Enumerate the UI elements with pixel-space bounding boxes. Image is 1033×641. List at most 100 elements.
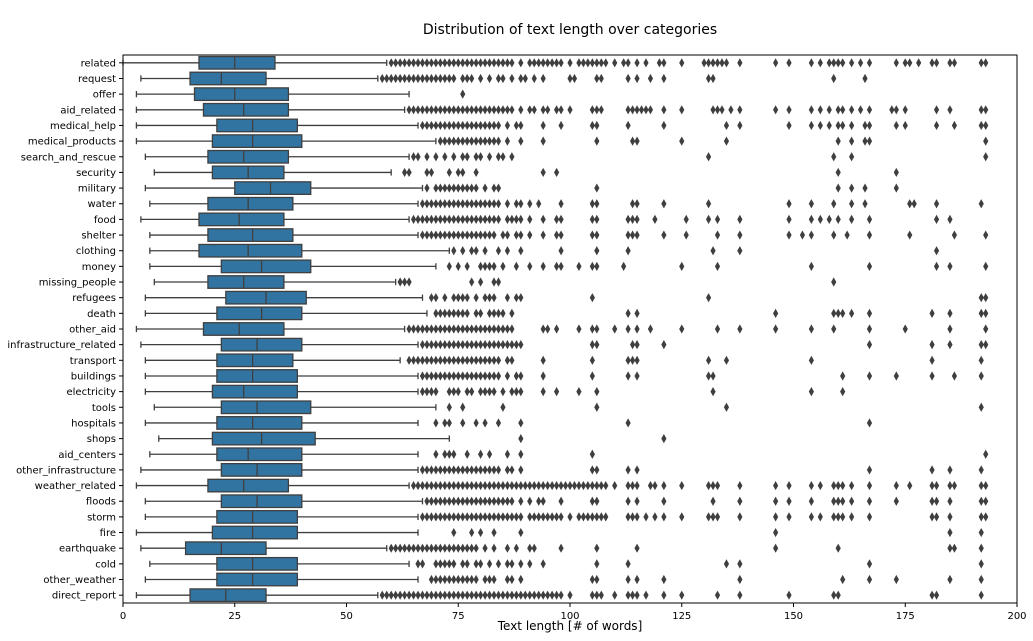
flier-point xyxy=(576,512,582,522)
flier-point xyxy=(495,465,502,475)
flier-point xyxy=(737,230,743,240)
flier-point xyxy=(469,324,475,334)
flier-point xyxy=(594,230,600,240)
flier-point xyxy=(558,214,564,224)
flier-point xyxy=(705,199,712,209)
flier-point xyxy=(831,199,837,209)
flier-point xyxy=(978,308,984,318)
category-label: missing_people xyxy=(39,278,116,289)
flier-point xyxy=(849,480,855,491)
flier-point xyxy=(460,402,466,412)
flier-point xyxy=(473,58,479,68)
iqr-box xyxy=(189,71,267,86)
flier-point xyxy=(826,105,832,115)
flier-point xyxy=(576,324,582,334)
flier-point xyxy=(491,214,497,224)
flier-point xyxy=(786,105,792,115)
flier-point xyxy=(589,324,595,334)
flier-point xyxy=(594,340,600,350)
flier-point xyxy=(603,58,609,68)
flier-point xyxy=(509,355,515,365)
flier-point xyxy=(486,324,493,334)
flier-point xyxy=(509,590,515,600)
flier-point xyxy=(500,590,506,600)
flier-point xyxy=(634,465,640,475)
flier-point xyxy=(589,293,595,303)
category-label: shops xyxy=(87,434,116,445)
flier-point xyxy=(482,465,488,475)
flier-point xyxy=(437,199,443,209)
flier-point xyxy=(478,214,484,224)
flier-point xyxy=(518,512,524,522)
flier-point xyxy=(460,136,466,146)
category-label: other_aid xyxy=(69,325,116,336)
flier-point xyxy=(929,308,935,318)
flier-point xyxy=(907,199,913,209)
flier-point xyxy=(495,480,502,491)
iqr-box xyxy=(216,353,294,368)
flier-point xyxy=(504,246,511,256)
flier-point xyxy=(433,324,439,334)
flier-point xyxy=(661,58,667,68)
flier-point xyxy=(594,136,600,146)
flier-point xyxy=(983,293,989,303)
iqr-box xyxy=(202,102,290,117)
flier-point xyxy=(469,480,475,491)
flier-point xyxy=(424,387,430,397)
flier-point xyxy=(486,73,493,84)
flier-point xyxy=(849,496,855,506)
flier-point xyxy=(473,230,479,240)
flier-point xyxy=(393,58,399,68)
flier-point xyxy=(384,590,390,600)
flier-point xyxy=(495,214,502,224)
flier-point xyxy=(701,58,707,68)
flier-point xyxy=(433,73,439,84)
flier-point xyxy=(437,230,443,240)
flier-point xyxy=(469,214,475,224)
flier-point xyxy=(495,418,502,428)
flier-point xyxy=(513,261,519,271)
flier-point xyxy=(849,308,855,318)
flier-point xyxy=(433,293,439,303)
flier-point xyxy=(464,261,470,271)
box-group-medical_help xyxy=(135,118,419,133)
flier-point xyxy=(433,387,439,397)
flier-point xyxy=(442,465,448,475)
flier-point xyxy=(773,58,779,68)
flier-point xyxy=(464,214,470,224)
flier-point xyxy=(500,308,506,318)
flier-point xyxy=(786,590,792,600)
flier-point xyxy=(737,120,743,131)
flier-point xyxy=(594,512,600,522)
flier-point xyxy=(504,496,511,506)
flier-point xyxy=(536,496,542,506)
iqr-box xyxy=(216,509,298,524)
flier-point xyxy=(866,418,873,428)
flier-point xyxy=(893,105,899,115)
flier-point xyxy=(486,152,493,162)
flier-point xyxy=(866,214,873,224)
flier-point xyxy=(478,387,484,397)
flier-point xyxy=(513,214,519,224)
flier-point xyxy=(424,105,430,115)
flier-point xyxy=(433,512,439,522)
flier-point xyxy=(625,246,631,256)
flier-point xyxy=(415,73,421,84)
flier-point xyxy=(513,371,519,381)
flier-point xyxy=(442,480,448,491)
flier-point xyxy=(478,496,484,506)
flier-point xyxy=(460,199,466,209)
flier-point xyxy=(594,559,600,569)
flier-point xyxy=(786,58,792,68)
flier-point xyxy=(849,512,855,522)
flier-point xyxy=(424,496,430,506)
flier-point xyxy=(509,308,515,318)
flier-point xyxy=(495,199,502,209)
flier-point xyxy=(849,199,855,209)
flier-point xyxy=(469,199,475,209)
flier-point xyxy=(469,543,475,553)
flier-point xyxy=(625,371,631,381)
flier-point xyxy=(661,590,667,600)
flier-point xyxy=(460,465,466,475)
flier-point xyxy=(629,590,636,600)
